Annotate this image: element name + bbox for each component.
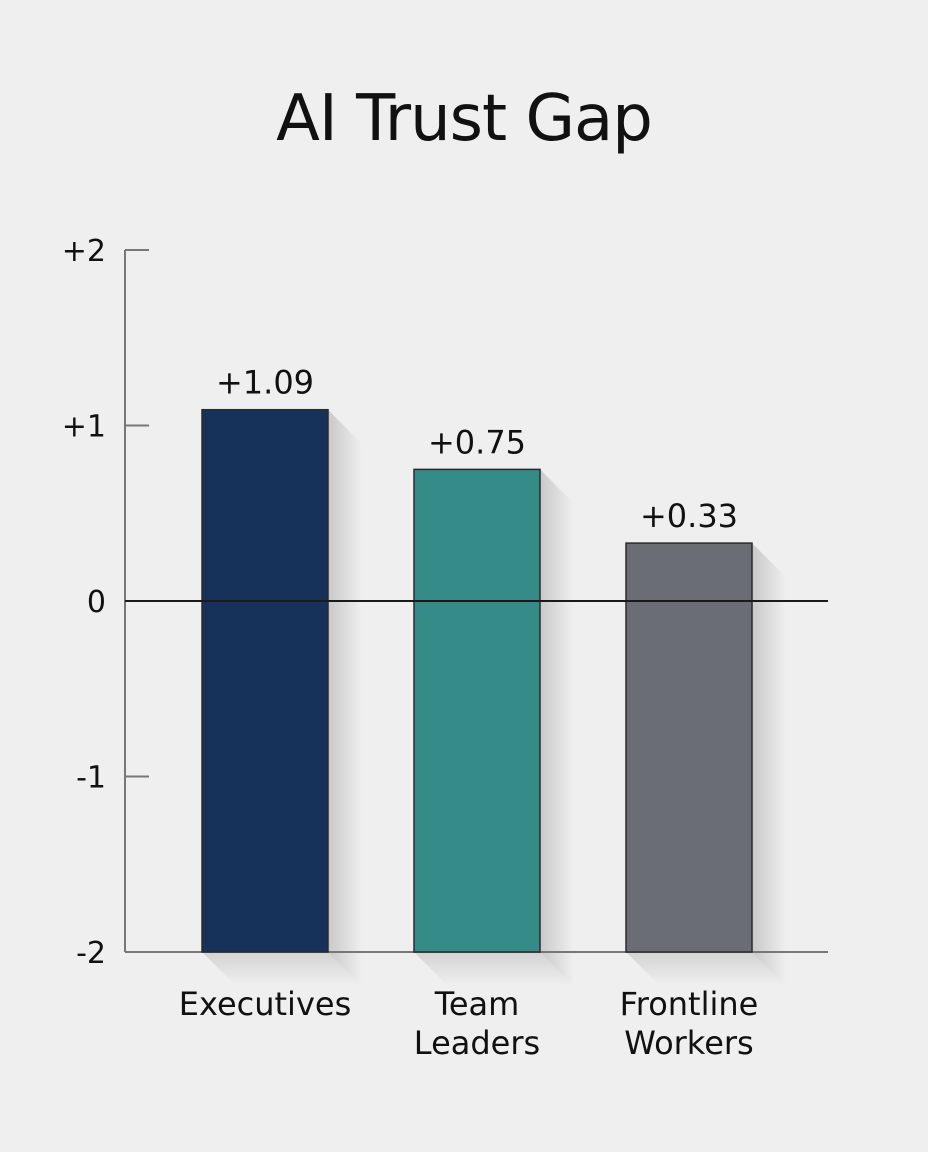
bar-shadows — [202, 409, 786, 987]
bar-shadow — [540, 469, 574, 986]
bar-floor-shadow — [202, 952, 362, 986]
y-tick-label: +2 — [62, 234, 106, 269]
y-tick-label: +1 — [62, 410, 106, 445]
y-tick-label: -2 — [76, 936, 106, 971]
category-label: Workers — [624, 1024, 753, 1062]
category-label: Team — [434, 985, 520, 1023]
y-tick-label: 0 — [87, 585, 106, 620]
bar — [413, 468, 541, 953]
bar-floor-shadow — [626, 952, 786, 986]
data-label: +1.09 — [216, 364, 314, 402]
bar — [625, 542, 753, 953]
labels: +2 +1 0 -1 -2 +1.09 Executives +0.75 TeamLeaders… — [62, 234, 759, 1062]
category-label: Leaders — [414, 1024, 540, 1062]
chart-title: AI Trust Gap — [276, 82, 653, 156]
data-label: +0.33 — [640, 497, 738, 535]
category-label: Executives — [179, 985, 351, 1023]
bar-shadow — [752, 543, 786, 986]
bar — [201, 408, 329, 953]
category-label: Frontline — [620, 985, 759, 1023]
bar-shadow — [328, 409, 362, 987]
y-tick-label: -1 — [76, 761, 106, 796]
bar-floor-shadow — [414, 952, 574, 986]
data-label: +0.75 — [428, 423, 526, 461]
bars — [201, 408, 753, 953]
